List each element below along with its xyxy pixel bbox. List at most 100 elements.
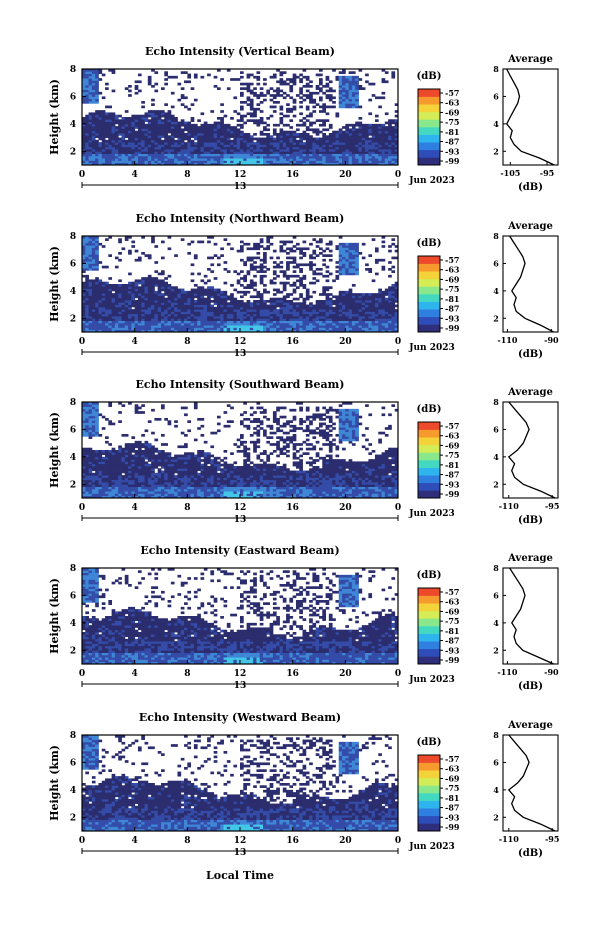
heatmap-cell — [259, 155, 264, 159]
heatmap-cell — [187, 325, 192, 328]
heatmap-cell — [328, 302, 333, 305]
heatmap-cell — [137, 318, 142, 321]
heatmap-cell — [111, 306, 116, 310]
heatmap-cell — [282, 240, 287, 244]
heatmap-cell — [220, 153, 224, 157]
heatmap-cell — [315, 128, 320, 132]
heatmap-cell — [95, 486, 99, 490]
heatmap-cell — [286, 247, 290, 251]
heatmap-cell — [365, 133, 369, 136]
heatmap-cell — [121, 327, 126, 331]
heatmap-cell — [213, 318, 218, 321]
heatmap-cell — [348, 261, 353, 264]
heatmap-cell — [325, 327, 330, 331]
heatmap-cell — [197, 313, 201, 317]
heatmap-cell — [170, 309, 175, 312]
heatmap-cell — [85, 284, 89, 287]
heatmap-cell — [345, 101, 350, 104]
heatmap-cell — [161, 119, 165, 122]
heatmap-cell — [95, 459, 99, 462]
heatmap-cell — [233, 146, 238, 150]
heatmap-cell — [157, 316, 162, 319]
heatmap-cell — [98, 290, 103, 294]
heatmap-cell — [131, 160, 136, 164]
heatmap-cell — [207, 240, 211, 244]
heatmap-cell — [216, 306, 221, 310]
heatmap-cell — [101, 466, 106, 469]
heatmap-cell — [236, 272, 241, 276]
heatmap-cell — [279, 94, 284, 97]
heatmap-cell — [338, 78, 343, 81]
heatmap-cell — [388, 293, 392, 296]
heatmap-cell — [105, 149, 109, 152]
heatmap-cell — [82, 123, 86, 127]
heatmap-cell — [141, 142, 145, 145]
heatmap-cell — [101, 135, 106, 138]
heatmap-cell — [177, 309, 182, 312]
heatmap-cell — [236, 320, 241, 324]
heatmap-cell — [394, 119, 399, 122]
heatmap-cell — [82, 491, 86, 494]
heatmap-cell — [124, 288, 129, 292]
colorbar-swatch — [418, 316, 440, 325]
heatmap-cell — [190, 128, 195, 132]
heatmap-cell — [388, 126, 392, 129]
heatmap-cell — [167, 155, 172, 159]
heatmap-cell — [243, 261, 247, 264]
heatmap-cell — [302, 302, 307, 305]
heatmap-cell — [114, 302, 119, 305]
heatmap-cell — [368, 149, 373, 152]
heatmap-cell — [348, 290, 353, 294]
heatmap-cell — [203, 130, 208, 134]
heatmap-cell — [134, 306, 139, 310]
heatmap-cell — [348, 96, 353, 100]
heatmap-cell — [174, 149, 178, 152]
heatmap-cell — [236, 139, 241, 143]
heatmap-cell — [105, 436, 109, 439]
heatmap-cell — [91, 69, 96, 72]
heatmap-cell — [108, 126, 113, 129]
heatmap-cell — [338, 89, 343, 93]
heatmap-cell — [147, 313, 152, 317]
heatmap-cell — [378, 155, 382, 159]
heatmap-cell — [111, 318, 116, 321]
heatmap-cell — [266, 313, 271, 317]
heatmap-cell — [108, 295, 113, 299]
heatmap-cell — [203, 322, 208, 326]
heatmap-cell — [236, 304, 241, 308]
heatmap-cell — [101, 146, 106, 150]
heatmap-cell — [253, 133, 257, 136]
heatmap-cell — [279, 112, 284, 116]
heatmap-cell — [207, 139, 211, 143]
heatmap-cell — [190, 158, 195, 161]
heatmap-cell — [335, 274, 340, 278]
heatmap-cell — [226, 162, 231, 166]
heatmap-cell — [124, 318, 129, 321]
heatmap-cell — [292, 82, 297, 86]
heatmap-cell — [299, 309, 303, 312]
heatmap-cell — [292, 155, 297, 159]
heatmap-cell — [121, 133, 126, 136]
heatmap-cell — [391, 137, 396, 141]
heatmap-cell — [325, 265, 330, 269]
heatmap-cell — [164, 139, 168, 143]
heatmap-cell — [124, 238, 129, 241]
heatmap-cell — [170, 133, 175, 136]
heatmap-cell — [108, 160, 113, 164]
heatmap-cell — [338, 304, 343, 308]
heatmap-cell — [82, 142, 86, 145]
heatmap-cell — [91, 96, 96, 100]
heatmap-cell — [82, 472, 86, 476]
heatmap-cell — [91, 329, 96, 333]
heatmap-cell — [342, 311, 346, 315]
heatmap-cell — [309, 329, 313, 333]
heatmap-cell — [230, 284, 234, 287]
heatmap-cell — [259, 117, 264, 120]
heatmap-cell — [279, 107, 284, 111]
heatmap-cell — [121, 130, 126, 134]
heatmap-cell — [328, 249, 333, 253]
heatmap-cell — [108, 119, 113, 122]
heatmap-cell — [240, 91, 244, 95]
heatmap-cell — [335, 158, 340, 161]
heatmap-cell — [365, 158, 369, 161]
